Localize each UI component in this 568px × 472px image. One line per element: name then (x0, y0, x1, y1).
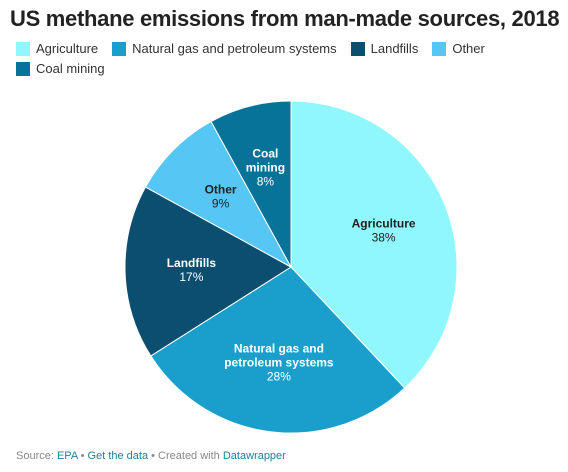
chart-legend: Agriculture Natural gas and petroleum sys… (16, 40, 556, 77)
pie-slice (210, 100, 292, 268)
legend-label: Landfills (370, 41, 419, 56)
pie-slice (290, 100, 458, 389)
pie-slice (144, 120, 293, 269)
slice-label: Agriculture (352, 216, 416, 230)
source-prefix: Source: (16, 450, 57, 462)
created-with-text: • Created with (148, 450, 223, 462)
slice-label: Other (205, 183, 237, 197)
legend-label: Coal mining (36, 61, 105, 76)
legend-swatch (112, 41, 127, 56)
slice-label: Landfills (167, 256, 217, 270)
legend-item: Natural gas and petroleum systems (112, 40, 337, 57)
legend-item: Coal mining (16, 60, 105, 77)
legend-swatch (350, 41, 365, 56)
legend-item: Other (432, 40, 485, 57)
datawrapper-link[interactable]: Datawrapper (222, 450, 286, 462)
legend-item: Landfills (350, 40, 419, 57)
chart-footer: Source: EPA • Get the data • Created wit… (16, 450, 286, 462)
footer-separator: • (77, 450, 88, 462)
legend-item: Agriculture (16, 40, 98, 57)
legend-swatch (432, 41, 447, 56)
pie-slice (124, 186, 292, 357)
slice-label: petroleum systems (224, 356, 334, 370)
legend-label: Natural gas and petroleum systems (132, 41, 337, 56)
slice-value-label: 38% (372, 230, 396, 244)
slice-label: mining (246, 160, 285, 174)
legend-label: Other (452, 41, 485, 56)
slice-value-label: 9% (212, 197, 230, 211)
slice-value-label: 17% (179, 270, 203, 284)
source-link[interactable]: EPA (56, 450, 78, 462)
legend-label: Agriculture (36, 41, 99, 56)
legend-swatch (16, 61, 30, 76)
get-data-link[interactable]: Get the data (87, 450, 149, 462)
slice-label: Natural gas and (234, 342, 324, 356)
chart-title: US methane emissions from man-made sourc… (10, 6, 560, 31)
slice-value-label: 8% (257, 174, 275, 188)
slice-value-label: 28% (267, 370, 291, 384)
pie-slice (150, 266, 406, 434)
slice-label: Coal (252, 146, 278, 160)
legend-swatch (16, 41, 30, 56)
